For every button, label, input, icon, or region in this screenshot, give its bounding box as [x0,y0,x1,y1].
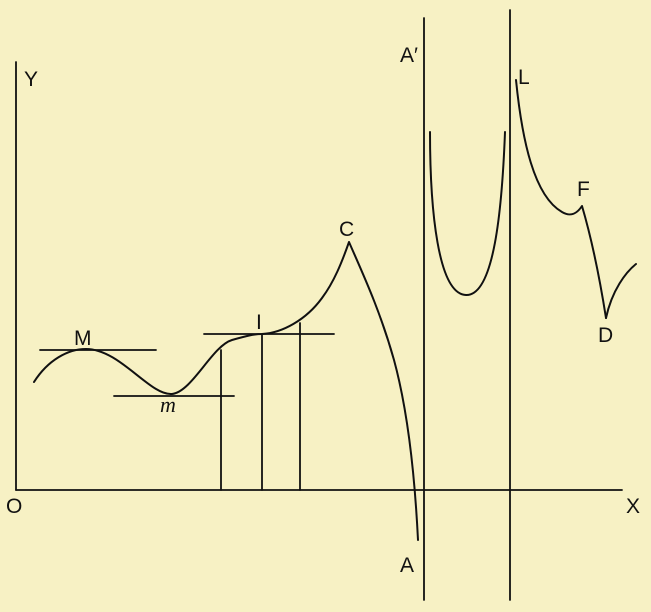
label-inflection: I [256,311,262,334]
curve-right-branch [515,79,607,319]
curve-middle-branch [429,131,506,297]
label-y-axis: Y [24,68,38,91]
label-x-axis: X [626,495,640,518]
label-stop-point: D [598,324,613,347]
curve-after-stop-point [605,263,637,319]
label-asymptote-bottom: A [400,554,414,577]
label-origin: O [6,495,22,518]
label-asymptote-top: A′ [400,44,418,67]
label-cusp: C [339,218,354,241]
label-maximum: M [74,327,92,350]
curve-main-branch [33,241,419,541]
label-minimum: m [160,392,176,417]
label-asymptote-right: L [518,66,530,89]
label-corner-point: F [577,178,590,201]
